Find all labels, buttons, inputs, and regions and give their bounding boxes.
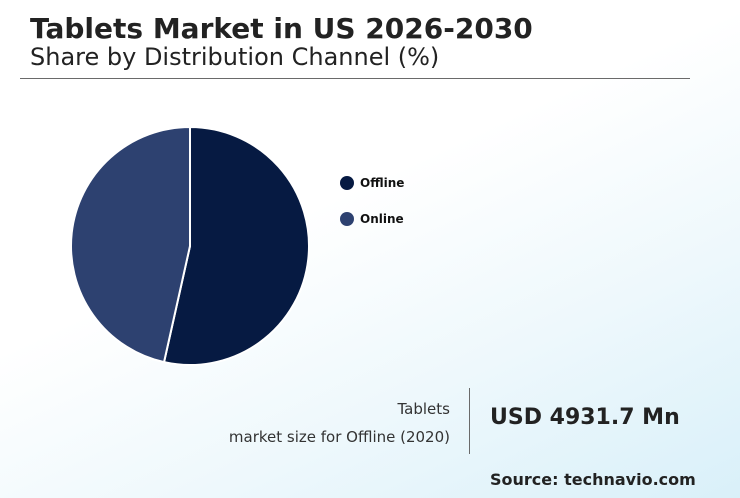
chart-subtitle: Share by Distribution Channel (%) <box>30 43 440 71</box>
pie-chart <box>70 125 310 366</box>
legend-label-online: Online <box>360 212 404 226</box>
stat-value: USD 4931.7 Mn <box>490 405 680 430</box>
legend: Offline Online <box>340 174 404 246</box>
pie-slice-online <box>70 125 191 364</box>
stat-label-line2: market size for Offline (2020) <box>228 428 450 446</box>
header-divider <box>20 78 690 79</box>
legend-swatch-offline <box>340 176 354 190</box>
stat-label-line1: Tablets <box>397 400 451 418</box>
stat-divider <box>469 388 470 454</box>
legend-label-offline: Offline <box>360 176 405 190</box>
pie-slice-offline <box>162 125 310 366</box>
source-credit: Source: technavio.com <box>490 470 696 489</box>
legend-item-offline: Offline <box>340 174 404 192</box>
legend-swatch-online <box>340 212 354 226</box>
chart-title: Tablets Market in US 2026-2030 <box>30 12 533 45</box>
legend-item-online: Online <box>340 210 404 228</box>
